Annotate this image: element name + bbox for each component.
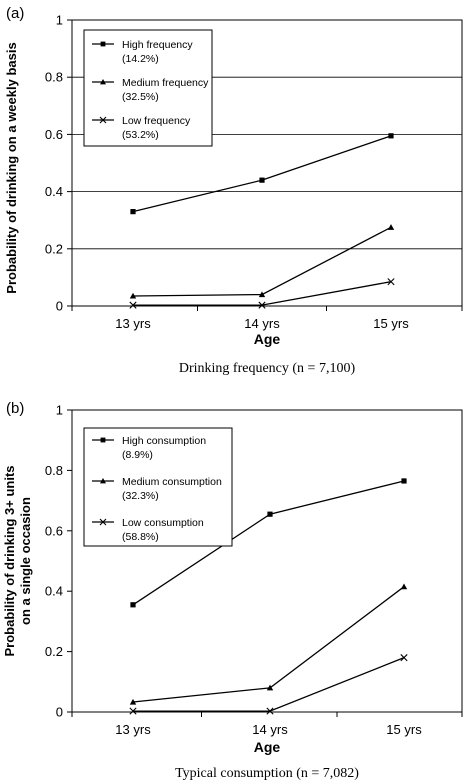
panel-a-y-axis-label: Probability of drinking on a weekly basi… [4, 42, 19, 293]
y-tick-label: 0.4 [45, 584, 63, 599]
panel-b: (b) 0 0.2 0.4 0.6 0.8 1 13 yrs 14 yrs 15 yrs Pr… [2, 400, 463, 781]
data-point-3 [266, 707, 274, 715]
panel-a-legend [83, 29, 213, 147]
panel-b-x-axis-label: Age [254, 739, 281, 755]
data-point-3 [129, 707, 137, 715]
x-tick-label: 15 yrs [373, 316, 409, 331]
y-tick-label: 0.6 [45, 523, 63, 538]
legend-share: (58.8%) [122, 531, 159, 543]
panel-a-label: (a) [6, 5, 24, 22]
data-point-2 [266, 684, 274, 691]
series-line-3 [133, 657, 405, 712]
panel-a-x-axis-label: Age [254, 331, 281, 347]
y-tick-label: 1 [56, 403, 63, 418]
panel-a-legend-entries: High frequency (14.2%) Medium frequency (32… [92, 39, 209, 141]
panel-b-caption: Typical consumption (n = 7,082) [175, 766, 359, 781]
y-tick-label: 0.2 [45, 241, 63, 256]
legend-share: (8.9%) [122, 449, 153, 461]
series-line-1 [132, 135, 392, 213]
legend-marker [100, 79, 106, 85]
series-line-2 [132, 226, 392, 297]
y-tick-label: 1 [56, 13, 63, 28]
y-tick-label: 0.2 [45, 644, 63, 659]
panel-a-caption: Drinking frequency (n = 7,100) [179, 361, 356, 376]
y-tick-label: 0.6 [45, 127, 63, 142]
legend-marker [99, 518, 107, 526]
data-point-2 [400, 583, 408, 590]
panel-b-plot-frame [71, 409, 463, 713]
data-point-1 [267, 511, 273, 517]
legend-share: (32.3%) [122, 490, 159, 502]
legend-label: Low frequency [122, 115, 191, 127]
legend-label: Medium consumption [122, 476, 222, 488]
panel-b-series [129, 478, 408, 715]
panel-a: (a) 0 0.2 0.4 0.6 0.8 1 13 yrs 14 yrs 15 yrs Pr… [4, 5, 463, 376]
panel-b-label: (b) [6, 400, 24, 417]
x-tick-label: 13 yrs [115, 316, 151, 331]
x-tick-label: 14 yrs [252, 722, 288, 737]
panel-b-legend-entries: High consumption (8.9%) Medium consumption… [92, 435, 222, 543]
data-point-2 [129, 292, 137, 299]
data-point-3 [258, 301, 266, 309]
y-tick-label: 0.8 [45, 70, 63, 85]
data-point-1 [401, 478, 407, 484]
panel-a-series [129, 133, 395, 309]
panel-b-y-ticks: 0 0.2 0.4 0.6 0.8 1 [45, 403, 72, 720]
panel-a-x-ticks: 13 yrs 14 yrs 15 yrs [71, 306, 463, 331]
data-point-3 [400, 654, 408, 662]
y-tick-label: 0 [56, 705, 63, 720]
y-tick-label: 0.4 [45, 184, 63, 199]
data-point-1 [130, 209, 136, 215]
legend-marker [100, 437, 106, 443]
legend-share: (32.5%) [122, 91, 159, 103]
legend-share: (14.2%) [122, 53, 159, 65]
legend-label: Medium frequency [122, 77, 209, 89]
panel-a-plot-frame [71, 19, 463, 307]
data-point-2 [387, 224, 395, 230]
panel-b-legend [83, 427, 233, 547]
legend-marker [100, 41, 106, 47]
data-point-3 [129, 301, 137, 309]
x-tick-label: 13 yrs [115, 722, 151, 737]
data-point-1 [259, 177, 265, 183]
series-line-2 [132, 586, 405, 703]
legend-share: (53.2%) [122, 129, 159, 141]
data-point-2 [258, 291, 266, 298]
data-point-2 [129, 698, 137, 705]
panel-b-y-axis-label-line-1: Probability of drinking 3+ units [2, 465, 17, 656]
legend-label: High consumption [122, 435, 206, 447]
panel-a-y-ticks: 0 0.2 0.4 0.6 0.8 1 [45, 13, 72, 314]
legend-label: Low consumption [122, 517, 204, 529]
y-tick-label: 0.8 [45, 463, 63, 478]
legend-marker [99, 116, 107, 124]
legend-marker [100, 478, 106, 484]
y-tick-label: 0 [56, 299, 63, 314]
x-tick-label: 14 yrs [244, 316, 280, 331]
data-point-3 [387, 278, 395, 286]
legend-label: High frequency [122, 39, 193, 51]
data-point-1 [388, 133, 394, 139]
panel-b-y-axis-label-line-2: on a single occasion [18, 497, 33, 625]
panel-b-x-ticks: 13 yrs 14 yrs 15 yrs [71, 712, 463, 737]
data-point-1 [130, 602, 136, 608]
x-tick-label: 15 yrs [386, 722, 422, 737]
